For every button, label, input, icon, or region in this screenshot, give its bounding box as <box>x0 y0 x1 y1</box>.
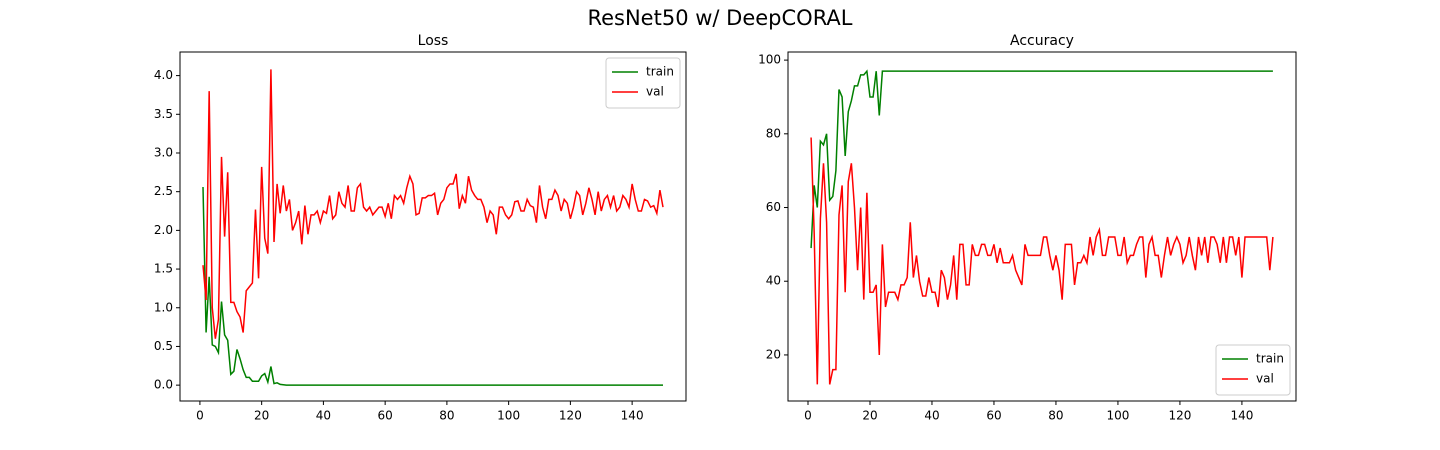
y-tick-label: 0.0 <box>154 378 173 392</box>
legend-label: val <box>646 85 664 99</box>
x-tick-label: 0 <box>804 409 812 423</box>
figure-title: ResNet50 w/ DeepCORAL <box>587 6 852 30</box>
axes-frame <box>179 51 687 402</box>
x-tick-label: 120 <box>559 409 582 423</box>
x-tick-label: 80 <box>1048 409 1063 423</box>
x-tick-label: 80 <box>439 409 454 423</box>
x-tick-label: 20 <box>254 409 269 423</box>
series-line <box>810 137 1274 385</box>
x-tick-label: 140 <box>621 409 644 423</box>
legend-label: train <box>1256 352 1284 366</box>
legend-box <box>605 57 681 109</box>
x-tick-label: 40 <box>924 409 939 423</box>
x-tick-label: 60 <box>986 409 1001 423</box>
x-tick-label: 60 <box>378 409 393 423</box>
axes-frame <box>787 51 1297 402</box>
chart-title: Accuracy <box>1010 33 1074 49</box>
chart-title: Loss <box>418 33 449 49</box>
x-tick-label: 140 <box>1230 409 1253 423</box>
legend-label: train <box>646 65 674 79</box>
y-tick-label: 20 <box>766 347 781 361</box>
y-tick-label: 2.0 <box>154 223 173 237</box>
y-tick-label: 60 <box>766 200 781 214</box>
y-tick-label: 40 <box>766 274 781 288</box>
x-tick-label: 40 <box>316 409 331 423</box>
y-tick-label: 1.5 <box>154 262 173 276</box>
x-tick-label: 100 <box>497 409 520 423</box>
series-line <box>202 187 663 386</box>
x-tick-label: 100 <box>1106 409 1129 423</box>
y-tick-label: 2.5 <box>154 184 173 198</box>
x-tick-label: 120 <box>1168 409 1191 423</box>
y-tick-label: 80 <box>766 126 781 140</box>
legend-box <box>1215 344 1291 396</box>
x-tick-label: 0 <box>196 409 204 423</box>
y-tick-label: 4.0 <box>154 68 173 82</box>
y-tick-label: 0.5 <box>154 339 173 353</box>
y-tick-label: 3.0 <box>154 145 173 159</box>
legend-label: val <box>1256 372 1274 386</box>
y-tick-label: 3.5 <box>154 107 173 121</box>
x-tick-label: 20 <box>862 409 877 423</box>
series-line <box>810 69 1273 249</box>
y-tick-label: 100 <box>758 53 781 67</box>
series-line <box>202 69 664 339</box>
y-tick-label: 1.0 <box>154 300 173 314</box>
